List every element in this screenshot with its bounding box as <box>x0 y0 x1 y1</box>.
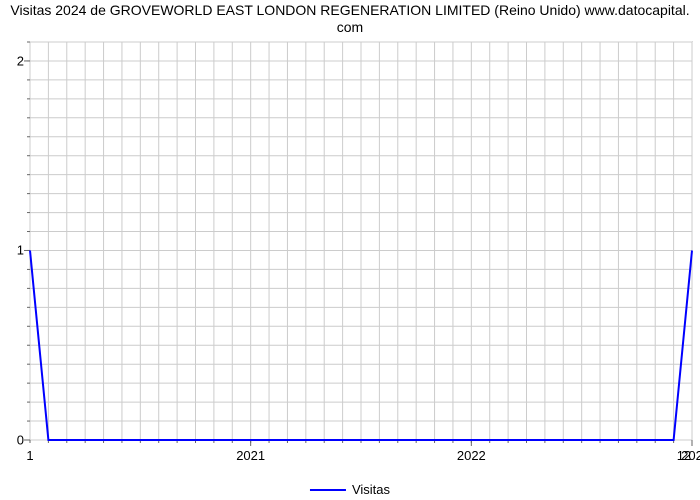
y-tick-label: 1 <box>17 243 28 258</box>
legend-line-swatch <box>310 489 346 491</box>
plot-area <box>30 42 692 440</box>
chart-container: Visitas 2024 de GROVEWORLD EAST LONDON R… <box>0 0 700 500</box>
plot-svg <box>30 42 692 440</box>
legend-label: Visitas <box>352 482 390 497</box>
chart-title: Visitas 2024 de GROVEWORLD EAST LONDON R… <box>0 2 700 36</box>
x-tick-label: 2021 <box>236 448 265 463</box>
y-tick-label: 0 <box>17 433 28 448</box>
chart-title-line1: Visitas 2024 de GROVEWORLD EAST LONDON R… <box>0 2 700 19</box>
x-right-end-label: 12 <box>677 448 691 463</box>
x-tick-label: 2022 <box>457 448 486 463</box>
x-left-end-label: 1 <box>26 448 33 463</box>
chart-title-line2: com <box>0 19 700 36</box>
y-tick-label: 2 <box>17 53 28 68</box>
legend: Visitas <box>310 482 390 497</box>
